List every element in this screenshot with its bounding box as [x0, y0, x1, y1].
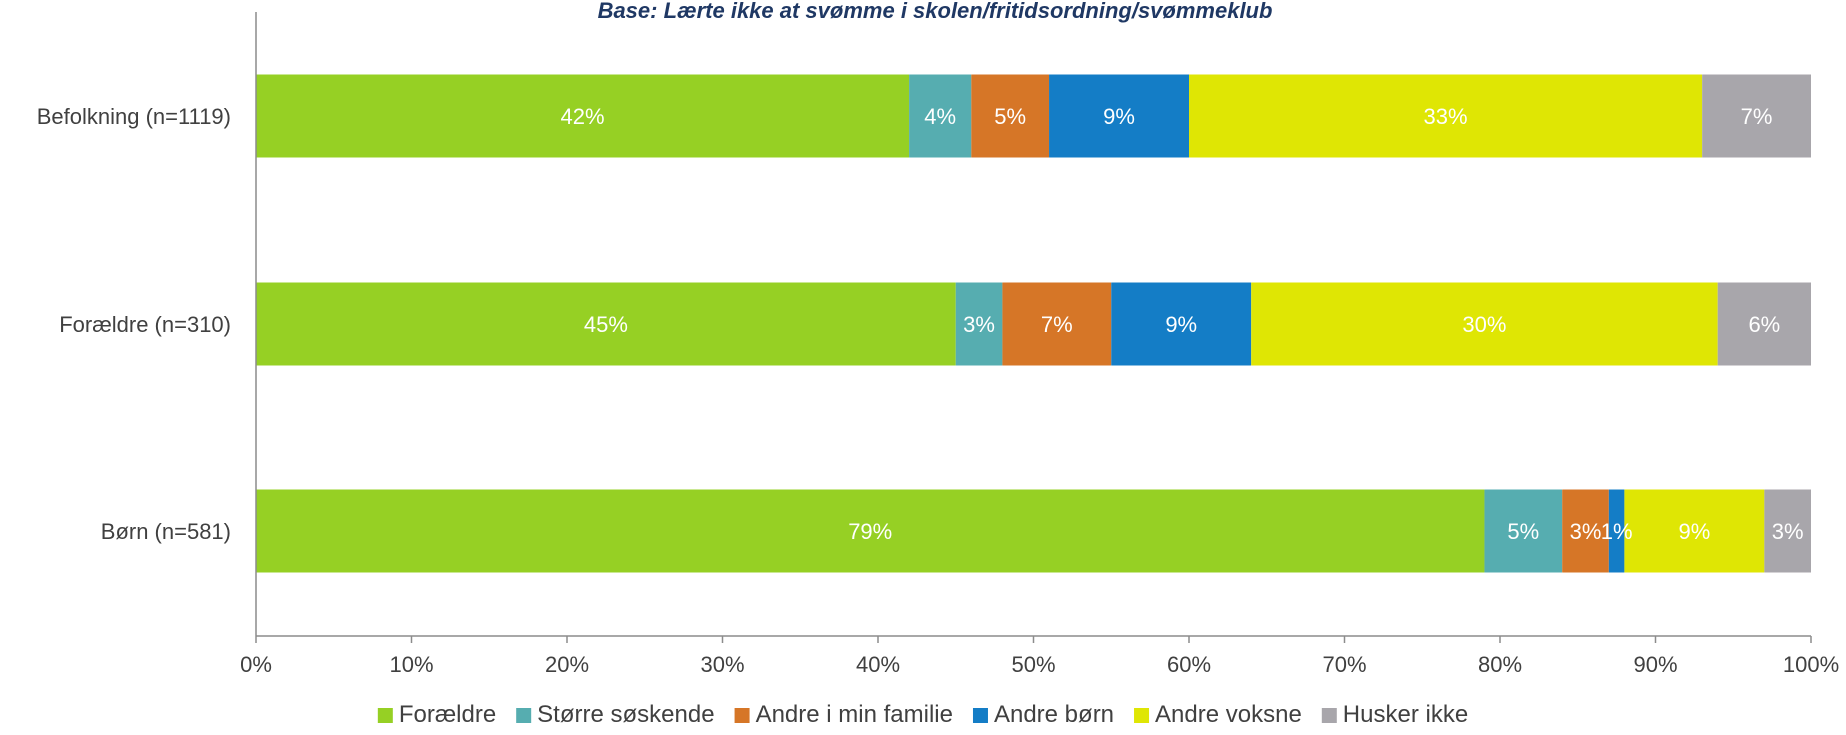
bar-segment — [909, 74, 972, 158]
legend-swatch — [734, 708, 750, 723]
data-label: 3% — [963, 312, 995, 337]
bar-segment — [1562, 489, 1609, 573]
data-label: 45% — [584, 312, 628, 337]
x-tick-label: 90% — [1633, 652, 1677, 677]
legend-item: Andre børn — [972, 701, 1114, 728]
x-tick-label: 50% — [1011, 652, 1055, 677]
legend-item: Andre i min familie — [734, 701, 953, 728]
category-label: Børn (n=581) — [101, 519, 231, 544]
x-tick-label: 60% — [1167, 652, 1211, 677]
legend-label: Andre i min familie — [756, 701, 953, 728]
legend-swatch — [1134, 708, 1150, 723]
data-label: 5% — [994, 104, 1026, 129]
legend-swatch — [1321, 708, 1337, 723]
data-label: 5% — [1507, 519, 1539, 544]
data-label: 9% — [1103, 104, 1135, 129]
bar-segment — [1702, 74, 1811, 158]
bar-segment — [256, 74, 910, 158]
data-label: 42% — [561, 104, 605, 129]
x-tick-label: 100% — [1783, 652, 1839, 677]
legend-label: Andre børn — [994, 701, 1114, 728]
bar-segment — [1484, 489, 1563, 573]
data-label: 4% — [924, 104, 956, 129]
data-label: 79% — [848, 519, 892, 544]
legend-item: Andre voksne — [1134, 701, 1302, 728]
bar-segment — [971, 74, 1050, 158]
category-label: Befolkning (n=1119) — [37, 104, 231, 129]
data-label: 33% — [1424, 104, 1468, 129]
bar-segment — [256, 489, 1485, 573]
category-label: Forældre (n=310) — [59, 312, 231, 337]
bar-segment — [1624, 489, 1765, 573]
bar-segment — [1717, 282, 1811, 366]
bar-segment — [256, 282, 956, 366]
legend-label: Forældre — [399, 701, 496, 728]
data-label: 30% — [1462, 312, 1506, 337]
bar-segment — [1189, 74, 1703, 158]
data-label: 1% — [1601, 519, 1633, 544]
legend-swatch — [377, 708, 393, 723]
bar-segment — [1608, 489, 1625, 573]
bar-segment — [1764, 489, 1811, 573]
bars-layer — [256, 74, 1811, 573]
data-label: 9% — [1678, 519, 1710, 544]
bar-segment — [1111, 282, 1252, 366]
bar-segment — [1251, 282, 1718, 366]
legend-label: Husker ikke — [1343, 701, 1468, 728]
data-labels-layer: 42% 4% 5% 9% 33% 7%45% 3% 7% 9% 30% 6%79% 5% 3% 1% 9% 3… — [561, 104, 1804, 544]
legend-item: Husker ikke — [1321, 701, 1468, 728]
x-tick-label: 40% — [856, 652, 900, 677]
data-label: 7% — [1741, 104, 1773, 129]
legend-item: Forældre — [377, 701, 496, 728]
legend-swatch — [516, 708, 532, 723]
chart-subtitle: Base: Lærte ikke at svømme i skolen/frit… — [598, 0, 1273, 23]
data-label: 7% — [1041, 312, 1073, 337]
data-label: 9% — [1165, 312, 1197, 337]
x-tick-label: 10% — [389, 652, 433, 677]
x-tick-label: 80% — [1478, 652, 1522, 677]
x-tick-label: 0% — [240, 652, 272, 677]
bar-segment — [1002, 282, 1112, 366]
legend-label: Større søskende — [537, 701, 714, 728]
x-tick-label: 70% — [1322, 652, 1366, 677]
legend-label: Andre voksne — [1155, 701, 1302, 728]
data-label: 6% — [1748, 312, 1780, 337]
x-tick-label: 20% — [545, 652, 589, 677]
data-label: 3% — [1772, 519, 1804, 544]
data-label: 3% — [1570, 519, 1602, 544]
axes-layer: Befolkning (n=1119) Forældre (n=310) Børn … — [37, 12, 1839, 677]
legend-swatch — [972, 708, 988, 723]
bar-segment — [1049, 74, 1189, 158]
legend-item: Større søskende — [516, 701, 715, 728]
legend: Forældre Større søskende Andre i min famil… — [377, 701, 1468, 728]
bar-segment — [955, 282, 1003, 366]
x-tick-label: 30% — [700, 652, 744, 677]
